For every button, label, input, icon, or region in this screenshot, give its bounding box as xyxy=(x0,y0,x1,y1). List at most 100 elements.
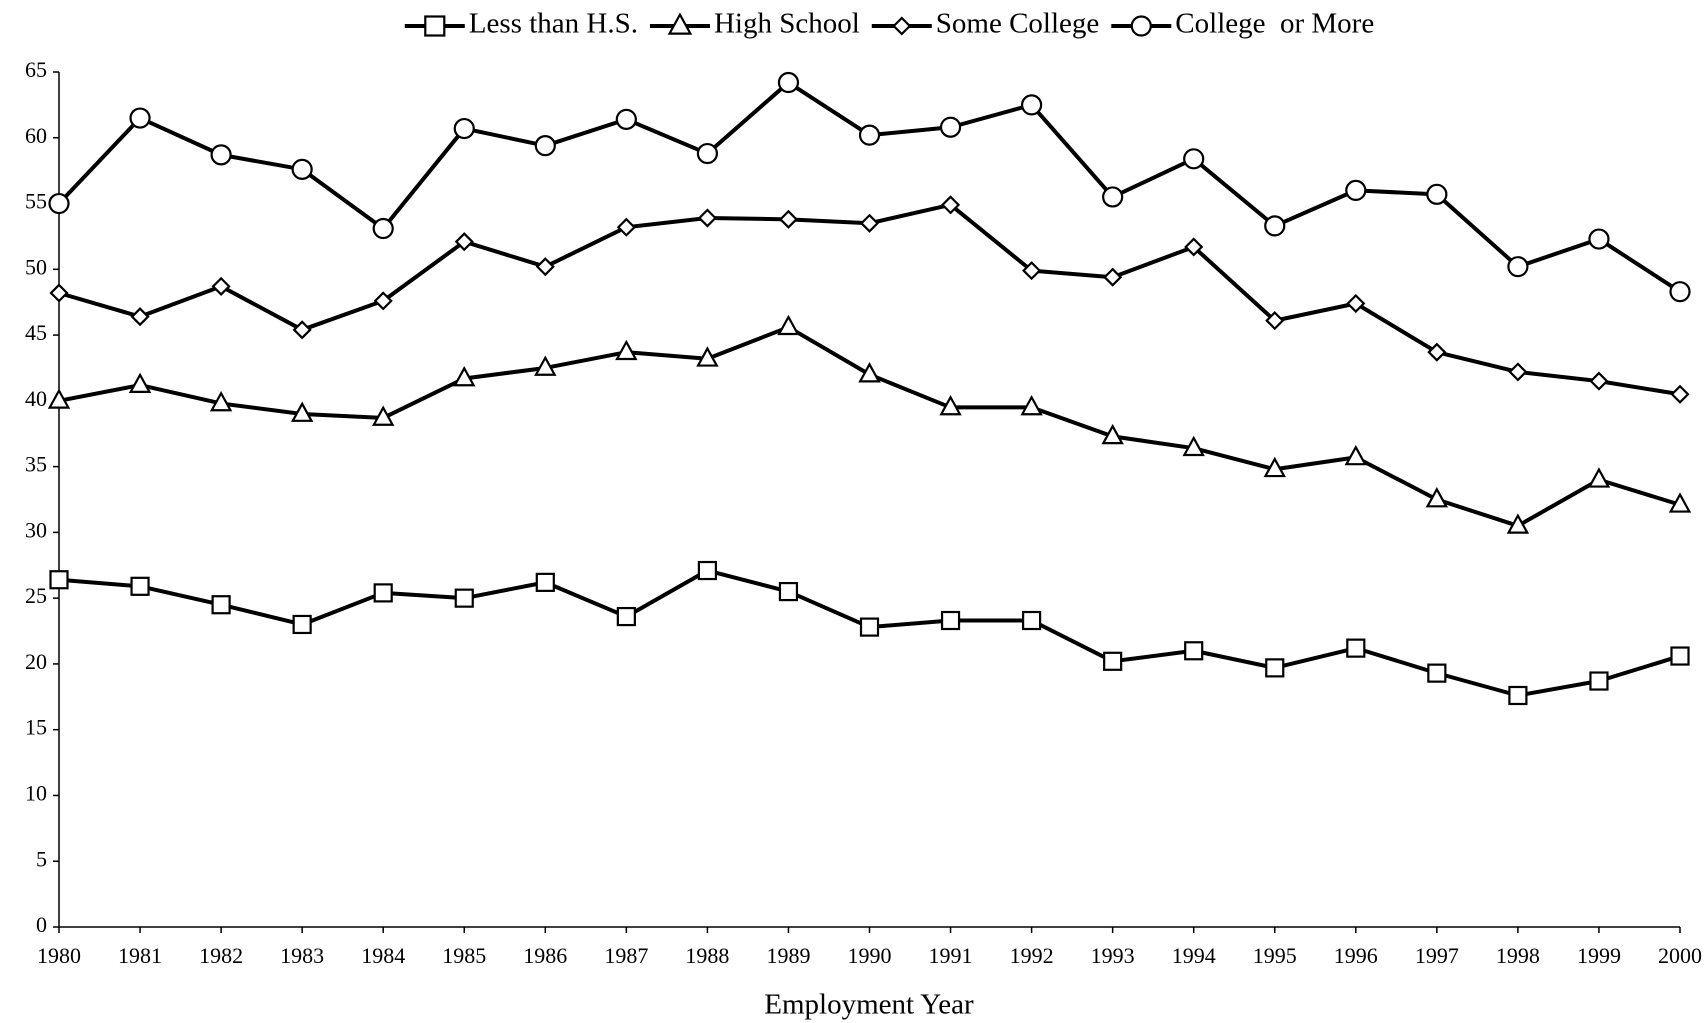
marker xyxy=(1020,94,1043,116)
marker xyxy=(371,405,395,426)
marker xyxy=(1101,423,1124,445)
y-tick-label: 0 xyxy=(36,912,47,937)
marker xyxy=(1102,186,1124,208)
marker xyxy=(858,124,881,146)
x-tick-label: 2000 xyxy=(1658,943,1702,968)
marker xyxy=(1265,658,1285,678)
marker xyxy=(940,195,961,215)
marker xyxy=(859,617,880,637)
marker xyxy=(1589,671,1609,691)
marker xyxy=(453,117,475,140)
marker xyxy=(454,588,474,608)
marker xyxy=(1588,228,1610,250)
marker xyxy=(1103,267,1123,287)
x-axis-title: Employment Year xyxy=(764,989,974,1021)
marker xyxy=(892,16,912,36)
marker xyxy=(535,572,555,592)
x-tick-label: 1990 xyxy=(848,943,892,968)
marker xyxy=(615,108,637,130)
y-tick-label: 5 xyxy=(36,846,47,871)
marker xyxy=(1426,183,1448,205)
x-tick-label: 1998 xyxy=(1496,943,1540,968)
marker xyxy=(696,346,719,367)
marker xyxy=(1184,641,1204,661)
marker xyxy=(615,339,638,361)
marker xyxy=(1184,237,1204,257)
x-tick-label: 1988 xyxy=(685,943,729,968)
marker xyxy=(1589,371,1609,391)
marker xyxy=(1670,646,1690,666)
legend-item: Less than H.S. xyxy=(404,8,638,40)
y-tick-label: 60 xyxy=(25,123,47,148)
marker xyxy=(128,372,152,393)
y-tick-label: 50 xyxy=(25,254,47,279)
marker xyxy=(1103,651,1123,671)
marker xyxy=(454,232,474,252)
x-tick-label: 1997 xyxy=(1415,943,1459,968)
y-tick-label: 45 xyxy=(25,320,47,345)
y-tick-label: 55 xyxy=(25,189,47,214)
y-tick-label: 25 xyxy=(25,583,47,608)
marker xyxy=(1183,148,1205,170)
marker xyxy=(1669,281,1691,303)
marker xyxy=(1182,435,1205,457)
legend-label: High School xyxy=(714,8,860,40)
marker xyxy=(1263,456,1286,478)
marker xyxy=(372,217,394,240)
x-tick-label: 1994 xyxy=(1172,943,1216,968)
marker xyxy=(534,135,556,157)
marker xyxy=(1265,311,1285,331)
x-tick-label: 1992 xyxy=(1010,943,1054,968)
marker xyxy=(696,142,719,165)
x-tick-label: 1980 xyxy=(37,943,81,968)
marker xyxy=(373,291,393,311)
marker xyxy=(292,320,312,340)
marker xyxy=(129,107,151,129)
x-tick-label: 1981 xyxy=(118,943,162,968)
marker xyxy=(1508,685,1528,706)
y-tick-label: 15 xyxy=(25,715,47,740)
marker xyxy=(453,366,476,387)
marker xyxy=(1021,610,1042,631)
marker xyxy=(858,362,881,383)
marker xyxy=(1264,215,1286,237)
marker xyxy=(424,15,446,37)
marker xyxy=(1668,492,1692,513)
marker xyxy=(1130,15,1152,37)
marker xyxy=(1346,638,1366,658)
marker xyxy=(1425,487,1449,508)
y-tick-label: 20 xyxy=(25,649,47,674)
marker xyxy=(616,606,636,627)
marker xyxy=(1507,256,1529,278)
marker xyxy=(534,355,557,376)
marker xyxy=(209,390,233,412)
marker xyxy=(1345,179,1367,201)
x-tick-label: 1986 xyxy=(523,943,567,968)
marker xyxy=(130,576,150,596)
x-tick-label: 1987 xyxy=(604,943,648,968)
marker xyxy=(1344,444,1368,466)
marker xyxy=(373,583,393,603)
marker xyxy=(291,158,313,180)
marker xyxy=(47,388,71,409)
x-tick-label: 1983 xyxy=(280,943,324,968)
marker xyxy=(939,394,962,416)
legend-item: College or More xyxy=(1111,8,1374,40)
marker xyxy=(697,208,717,228)
legend-label: College or More xyxy=(1175,8,1374,40)
legend-item: Some College xyxy=(871,8,1099,40)
marker xyxy=(777,314,800,336)
marker xyxy=(211,276,231,296)
marker xyxy=(1427,663,1447,683)
marker xyxy=(616,217,636,237)
marker xyxy=(1427,342,1447,362)
x-tick-label: 1996 xyxy=(1334,943,1378,968)
x-tick-label: 1993 xyxy=(1091,943,1135,968)
x-tick-label: 1984 xyxy=(361,943,405,968)
marker xyxy=(939,116,962,138)
y-tick-label: 30 xyxy=(25,517,47,542)
y-tick-label: 35 xyxy=(25,452,47,477)
marker xyxy=(535,257,555,277)
legend: Less than H.S. High School Some College Col… xyxy=(404,8,1374,40)
